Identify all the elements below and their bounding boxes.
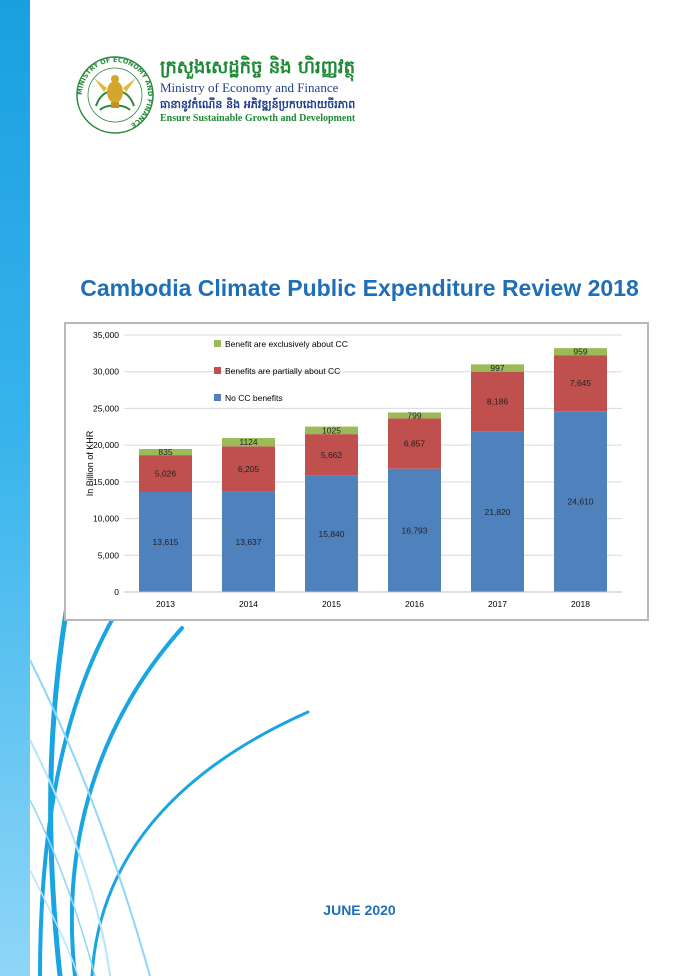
x-tick-label: 2015 [322,599,341,609]
data-label: 21,820 [485,507,511,517]
y-tick-label: 10,000 [93,514,119,524]
bar-segment [471,364,524,372]
publication-date: JUNE 2020 [323,902,396,918]
legend-swatch [214,394,221,401]
data-label: 24,610 [568,497,594,507]
data-label: 13,615 [153,537,179,547]
ministry-name-khmer: ក្រសួងសេដ្ឋកិច្ច និង ហិរញ្ញវត្ថុ [160,57,355,78]
data-label: 799 [407,410,421,420]
y-tick-label: 20,000 [93,440,119,450]
y-tick-label: 30,000 [93,367,119,377]
data-label: 15,840 [319,529,345,539]
slogan-english: Ensure Sustainable Growth and Developmen… [160,113,356,124]
left-color-stripe [0,0,30,976]
data-label: 6,857 [404,439,426,449]
bar-segment [388,468,441,592]
bar-segment [222,438,275,447]
data-label: 6,205 [238,464,260,474]
data-label: 13,637 [236,537,262,547]
stacked-bar-chart: 0 5,000 10,000 15,000 20,000 25,000 30,000 35,0… [85,330,622,609]
y-tick-label: 5,000 [98,550,120,560]
y-tick-label: 15,000 [93,477,119,487]
y-tick-label: 35,000 [93,330,119,340]
bar-segment [222,446,275,492]
bar-segment [471,371,524,432]
bar-segment [388,412,441,419]
legend-swatch [214,367,221,374]
data-label: 959 [573,347,587,357]
data-label: 7,645 [570,378,592,388]
bar-segment [388,418,441,469]
expenditure-chart: 0 5,000 10,000 15,000 20,000 25,000 30,000 35,0… [64,322,649,621]
bar-segment [305,475,358,592]
bar-segment [222,491,275,592]
bar-segment [305,434,358,476]
bar-segment [554,411,607,592]
bar-segment [139,448,192,456]
x-tick-label: 2016 [405,599,424,609]
legend-entry: Benefits are partially about CC [225,366,340,376]
data-label: 835 [158,447,172,457]
data-label: 5,662 [321,450,343,460]
y-axis-title: In Billion of KHR [85,430,95,496]
document-title: Cambodia Climate Public Expenditure Revi… [80,275,639,301]
bar-segment [471,431,524,592]
y-tick-label: 25,000 [93,403,119,413]
ministry-name-english: Ministry of Economy and Finance [160,80,339,95]
data-label: 8,186 [487,397,509,407]
data-label: 997 [490,363,504,373]
legend-swatch [214,340,221,347]
data-label: 1025 [322,425,341,435]
ministry-header: ក្រសួងសេដ្ឋកិច្ច និង ហិរញ្ញវត្ថុ Ministr… [160,56,420,125]
data-label: 5,026 [155,469,177,479]
legend-entry: No CC benefits [225,393,283,403]
slogan-khmer: ធានានូវកំណើន និង អភិវឌ្ឍន៍ប្រកបដោយចីរភាព [160,98,356,111]
data-label: 1124 [239,437,258,447]
bar-segment [305,426,358,435]
bar-segment [554,355,607,412]
bar-segment [554,348,607,356]
legend-entry: Benefit are exclusively about CC [225,339,348,349]
x-tick-label: 2018 [571,599,590,609]
bar-segment [139,492,192,592]
data-label: 16,793 [402,525,428,535]
x-tick-label: 2013 [156,599,175,609]
y-tick-label: 0 [114,587,119,597]
x-tick-label: 2014 [239,599,258,609]
bar-segment [139,455,192,493]
x-tick-label: 2017 [488,599,507,609]
ministry-seal-logo: MINISTRY OF ECONOMY AND FINANCE [76,56,154,134]
